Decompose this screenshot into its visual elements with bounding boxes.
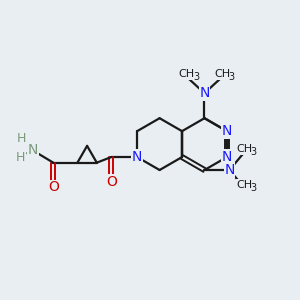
Text: N: N xyxy=(222,150,232,164)
Text: N: N xyxy=(199,86,210,100)
Text: 3: 3 xyxy=(251,147,257,158)
Text: CH: CH xyxy=(214,69,230,79)
Text: CH: CH xyxy=(236,180,252,190)
Text: N: N xyxy=(28,143,38,157)
Text: 3: 3 xyxy=(193,72,200,82)
Text: 3: 3 xyxy=(251,183,257,193)
Text: CH: CH xyxy=(179,69,195,79)
Text: CH: CH xyxy=(236,144,252,154)
Text: O: O xyxy=(48,180,59,194)
Text: H: H xyxy=(16,151,25,164)
Text: H: H xyxy=(17,132,26,145)
Text: N: N xyxy=(222,124,232,138)
Text: 3: 3 xyxy=(229,72,235,82)
Text: O: O xyxy=(106,175,117,189)
Text: N: N xyxy=(132,150,142,164)
Text: N: N xyxy=(224,163,235,177)
